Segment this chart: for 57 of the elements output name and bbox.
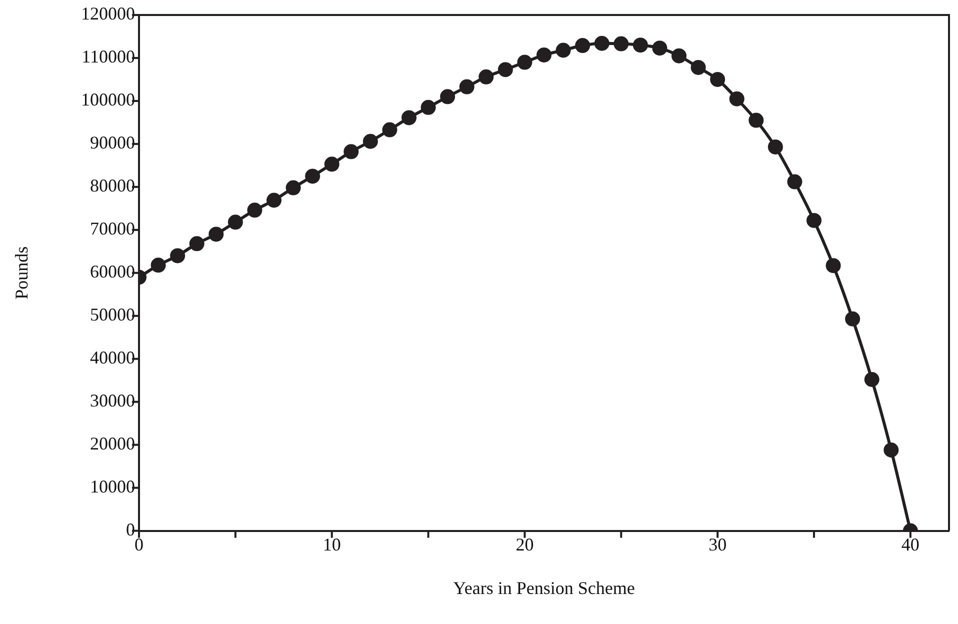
point [382, 122, 398, 138]
y-tick-label: 110000 [82, 46, 135, 67]
point [632, 38, 648, 53]
point [305, 168, 320, 184]
x-tick-label: 30 [708, 534, 727, 554]
y-tick-label: 70000 [90, 218, 135, 239]
point [498, 62, 513, 78]
y-axis-title: Pounds [12, 246, 32, 300]
point [170, 248, 186, 264]
point [420, 100, 436, 115]
y-tick-label: 80000 [90, 176, 135, 196]
point [729, 91, 744, 106]
point [787, 174, 802, 190]
point [362, 134, 378, 149]
y-tick-label: 120000 [81, 4, 135, 24]
point [672, 48, 686, 64]
point [690, 60, 706, 75]
point [748, 112, 764, 128]
point [710, 72, 726, 87]
point [806, 212, 822, 228]
y-tick-label: 50000 [90, 304, 135, 325]
x-tick-label: 20 [516, 534, 534, 554]
point [614, 36, 629, 52]
point [189, 236, 204, 252]
point [575, 38, 590, 54]
point [150, 258, 166, 273]
point [208, 226, 224, 242]
x-axis-title: Years in Pension Scheme [453, 578, 635, 598]
point [324, 156, 340, 172]
point [459, 79, 474, 94]
point [536, 47, 552, 62]
point [402, 110, 416, 126]
point [768, 139, 783, 154]
point [884, 442, 899, 458]
point [344, 144, 359, 160]
y-tick-label: 30000 [90, 390, 135, 411]
y-tick-label: 10000 [90, 476, 135, 497]
y-tick-label: 40000 [90, 348, 135, 368]
point [652, 40, 668, 56]
point [517, 54, 532, 70]
y-tick-label: 100000 [81, 90, 135, 110]
point [247, 202, 262, 218]
point [556, 42, 571, 58]
y-tick-label: 90000 [90, 132, 135, 153]
point [266, 192, 282, 208]
point [478, 69, 494, 84]
point [845, 311, 860, 326]
y-tick-label: 20000 [90, 434, 135, 454]
x-tick-label: 40 [901, 534, 920, 554]
point [228, 214, 243, 230]
point [864, 372, 880, 387]
point [594, 36, 610, 51]
x-tick-label: 10 [322, 534, 341, 554]
point [286, 180, 301, 196]
point [826, 258, 841, 274]
y-tick-label: 60000 [90, 262, 135, 282]
point [440, 89, 456, 104]
